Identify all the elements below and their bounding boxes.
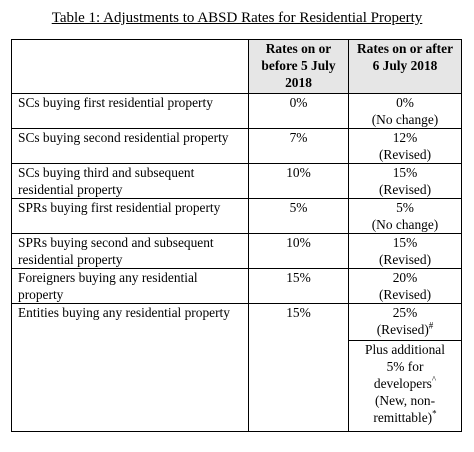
developer-note-cell: Plus additional 5% for developers^ (New,…	[348, 340, 462, 432]
table-row: Entities buying any residential property…	[11, 303, 462, 432]
header-after: Rates on or after 6 July 2018	[348, 39, 462, 94]
after-rate-note: (No change)	[371, 217, 439, 232]
header-row: Rates on or before 5 July 2018 Rates on …	[11, 39, 462, 94]
before-rate-cell: 10%	[248, 233, 349, 269]
after-rate-note: (Revised)	[378, 182, 432, 197]
table-row: SCs buying second residential property 7…	[11, 128, 462, 164]
after-rate-note: (Revised)	[378, 147, 432, 162]
before-rate-cell: 7%	[248, 128, 349, 164]
before-rate-cell: 5%	[248, 198, 349, 234]
header-profile	[11, 39, 249, 94]
profile-cell: SCs buying second residential property	[11, 128, 249, 164]
caret-footnote-mark: ^	[431, 374, 437, 385]
after-rate-cell: 20% (Revised)	[348, 268, 462, 304]
after-rate-value: 25%	[392, 305, 418, 320]
table-row: SPRs buying first residential property 5…	[11, 198, 462, 234]
after-rate-cell: 15% (Revised)	[348, 163, 462, 199]
developer-note-text: Plus additional 5% for developers	[365, 342, 445, 391]
absd-rates-table: Rates on or before 5 July 2018 Rates on …	[11, 39, 462, 432]
before-rate-cell: 15%	[248, 303, 349, 432]
profile-cell: Foreigners buying any residential proper…	[11, 268, 249, 304]
table-row: SPRs buying second and subsequent reside…	[11, 233, 462, 269]
after-rate-note: (No change)	[371, 112, 439, 127]
after-rate-cell: 5% (No change)	[348, 198, 462, 234]
table-row: Foreigners buying any residential proper…	[11, 268, 462, 304]
after-rate-value: 5%	[396, 200, 414, 215]
profile-cell: SCs buying third and subsequent resident…	[11, 163, 249, 199]
table-caption: Table 1: Adjustments to ABSD Rates for R…	[51, 10, 423, 26]
profile-cell: SPRs buying first residential property	[11, 198, 249, 234]
before-rate-cell: 10%	[248, 163, 349, 199]
profile-cell: SCs buying first residential property	[11, 93, 249, 129]
after-rate-value: 12%	[392, 130, 418, 145]
developer-note-status: (New, non-remittable)	[373, 393, 436, 425]
after-rate-note: (Revised)	[378, 252, 432, 267]
after-rate-value: 15%	[392, 235, 418, 250]
profile-cell: SPRs buying second and subsequent reside…	[11, 233, 249, 269]
table-row: SCs buying third and subsequent resident…	[11, 163, 462, 199]
after-rate-value: 0%	[396, 95, 414, 110]
table-row: Plus additional 5% for developers^ (New,…	[12, 340, 462, 432]
before-rate-cell: 0%	[248, 93, 349, 129]
table-row: SCs buying first residential property 0%…	[11, 93, 462, 129]
after-rate-cell: 12% (Revised)	[348, 128, 462, 164]
asterisk-footnote-mark: *	[432, 408, 437, 419]
header-before: Rates on or before 5 July 2018	[248, 39, 349, 94]
after-rate-cell: 25% (Revised)#	[348, 303, 462, 341]
before-rate-cell: 15%	[248, 268, 349, 304]
after-rate-value: 15%	[392, 165, 418, 180]
hash-footnote-mark: #	[428, 320, 434, 331]
after-rate-value: 20%	[392, 270, 418, 285]
profile-cell: Entities buying any residential property	[11, 303, 249, 432]
after-rate-note: (Revised)	[378, 287, 432, 302]
after-rate-cell: 15% (Revised)	[348, 233, 462, 269]
after-rate-cell: 0% (No change)	[348, 93, 462, 129]
after-rate-note: (Revised)	[376, 322, 429, 337]
